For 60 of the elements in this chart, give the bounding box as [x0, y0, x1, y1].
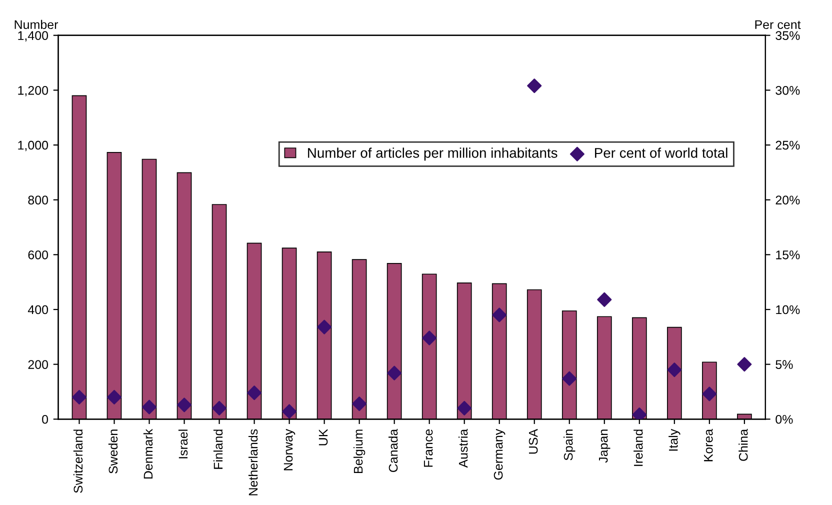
y-tick-label: 600: [28, 250, 48, 260]
point: [387, 366, 402, 380]
y2-axis-title: Per cent: [755, 20, 801, 30]
point: [737, 357, 752, 372]
point: [317, 320, 332, 334]
y-tick-label: 400: [28, 305, 48, 314]
y2-tick-label: 15%: [776, 250, 800, 260]
x-tick-label: Italy: [668, 428, 680, 451]
x-tick-label: Belgium: [354, 430, 366, 474]
x-tick-label: Austria: [458, 428, 468, 468]
point: [457, 400, 472, 416]
x-tick-label: Canada: [388, 428, 398, 472]
x-tick-label: Germany: [494, 428, 506, 480]
x-tick-label: UK: [318, 429, 328, 446]
point: [352, 396, 367, 412]
y-tick-label: 1,000: [18, 140, 48, 152]
y-tick-label: 200: [28, 360, 48, 369]
y2-tick-label: 5%: [776, 360, 793, 369]
x-tick-label: Finland: [213, 430, 223, 469]
point: [106, 390, 122, 404]
y-tick-label: 1,400: [18, 31, 48, 42]
x-tick-label: Korea: [704, 428, 713, 462]
x-tick-label: Netherlands: [248, 429, 258, 496]
point: [597, 292, 612, 307]
point: [142, 400, 157, 414]
y2-tick-label: 30%: [776, 86, 800, 95]
y2-tick-label: 35%: [776, 31, 800, 40]
point: [632, 407, 647, 420]
y-axis-title: Number: [14, 20, 58, 30]
x-tick-label: Spain: [564, 430, 576, 460]
y2-tick-label: 10%: [776, 305, 800, 314]
point: [176, 398, 192, 412]
x-tick-label: Japan: [599, 430, 610, 463]
x-tick-label: Switzerland: [73, 430, 83, 493]
legend-label: Per cent of world total: [595, 148, 728, 158]
x-tick-label: France: [424, 429, 433, 467]
y-tick-label: 1,200: [18, 86, 48, 96]
point: [492, 308, 507, 322]
point: [667, 362, 682, 378]
point: [702, 386, 717, 402]
point: [282, 404, 297, 419]
point: [72, 390, 87, 404]
x-tick-label: Ireland: [634, 430, 643, 466]
x-tick-label: Sweden: [108, 430, 118, 474]
point: [212, 400, 227, 416]
y2-tick-label: 25%: [776, 140, 800, 150]
point: [422, 330, 437, 346]
y2-tick-label: 0%: [776, 414, 793, 424]
x-tick-label: Norway: [284, 428, 296, 470]
y2-tick-label: 20%: [776, 196, 800, 204]
legend-label: Number of articles per million inhabitants: [308, 148, 558, 161]
y-tick-label: 0: [42, 414, 48, 424]
x-tick-label: Denmark: [143, 428, 153, 479]
point: [527, 78, 542, 94]
x-tick-label: Israel: [178, 430, 188, 458]
point: [562, 371, 577, 386]
x-tick-label: USA: [528, 428, 538, 454]
point: [247, 386, 262, 400]
y-tick-label: 800: [28, 196, 48, 204]
x-tick-label: China: [738, 428, 748, 461]
